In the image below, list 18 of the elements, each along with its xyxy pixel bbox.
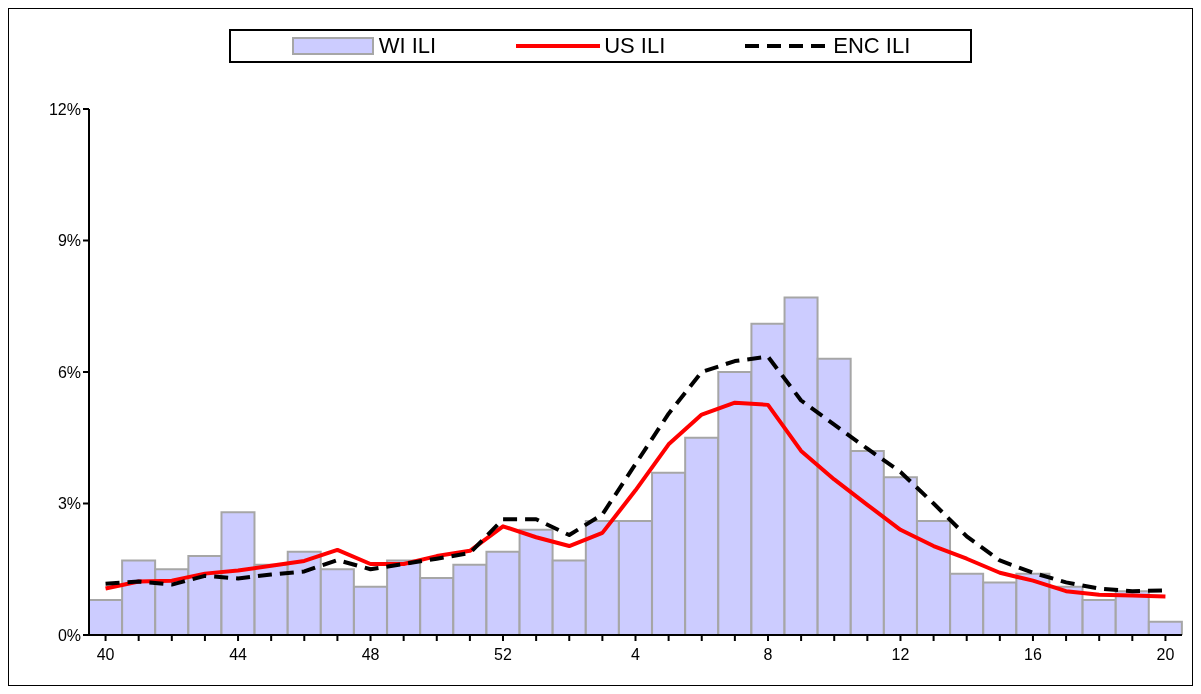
x-tick-label: 44 — [229, 646, 248, 664]
y-tick-label: 3% — [57, 495, 81, 513]
y-tick-label: 6% — [57, 363, 81, 381]
x-tick-label: 16 — [1024, 646, 1042, 664]
legend-label: US ILI — [603, 33, 666, 59]
y-tick-label: 9% — [57, 232, 81, 250]
x-tick-label: 52 — [494, 646, 513, 664]
line-series — [103, 400, 1168, 599]
y-tick-label: 12% — [48, 100, 81, 118]
y-tick-label: 0% — [57, 626, 81, 644]
legend-label: WI ILI — [377, 33, 437, 59]
x-tick-label: 20 — [1156, 646, 1175, 664]
x-tick-label: 40 — [96, 646, 115, 664]
legend-label: ENC ILI — [832, 33, 911, 59]
x-tick-label: 48 — [361, 646, 380, 664]
x-tick-label: 12 — [891, 646, 910, 664]
x-tick-label: 4 — [631, 646, 641, 664]
x-tick-label: 8 — [763, 646, 773, 664]
